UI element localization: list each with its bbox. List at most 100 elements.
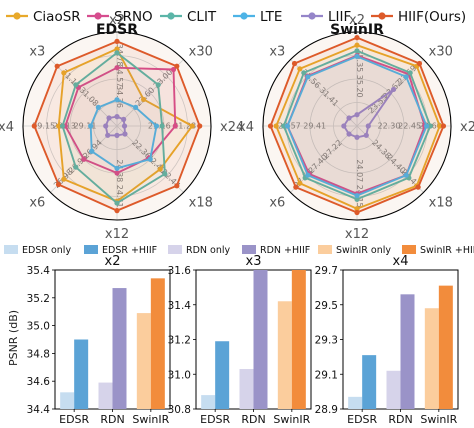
radar-point bbox=[133, 104, 139, 110]
bar-chart-title: x4 bbox=[393, 254, 409, 269]
radar-tick-label: 35.20 bbox=[355, 75, 364, 98]
radar-point bbox=[114, 38, 120, 45]
bar-only bbox=[239, 369, 254, 409]
radar-point bbox=[293, 184, 299, 190]
legend-label: CiaoSR bbox=[33, 9, 81, 25]
radar-point bbox=[61, 176, 67, 182]
radar-point bbox=[174, 183, 180, 189]
legend-top: CiaoSR SRNO CLIT LTE LIIF HIIF(Ours) bbox=[6, 9, 466, 25]
radar-point bbox=[291, 60, 298, 67]
radar-point bbox=[88, 123, 94, 129]
radar-point bbox=[390, 86, 397, 93]
y-tick-label: 31.2 bbox=[168, 335, 191, 347]
y-tick-label: 34.8 bbox=[27, 348, 50, 360]
x-tick-label: SwinIR bbox=[273, 413, 310, 426]
bar-only bbox=[424, 308, 439, 409]
legend-marker bbox=[13, 12, 21, 20]
radar-point bbox=[284, 123, 291, 129]
radar-point bbox=[423, 123, 430, 129]
radar-point bbox=[155, 82, 161, 88]
radar-point bbox=[174, 63, 180, 69]
legend-swatch bbox=[4, 245, 18, 254]
legend-marker bbox=[167, 12, 175, 20]
radar-point bbox=[89, 148, 95, 154]
radar-point bbox=[162, 171, 168, 177]
radar-point bbox=[363, 132, 369, 138]
radar-axis-label: x3 bbox=[29, 44, 45, 59]
bar-only bbox=[386, 370, 401, 409]
radar-point bbox=[114, 200, 120, 206]
radar-axis-label: x2 bbox=[349, 13, 365, 28]
radar-point bbox=[354, 48, 360, 54]
legend-marker bbox=[240, 12, 248, 20]
radar-point bbox=[114, 46, 120, 52]
radar-point bbox=[114, 97, 120, 103]
bar-chart-x2: 34.4 34.6 34.8 35.0 35.2 35.4 EDSR RDN SwinIR x2 bbox=[27, 254, 171, 426]
radar-point bbox=[172, 123, 178, 129]
radar-outline bbox=[22, 31, 212, 221]
bar-hiif bbox=[150, 278, 165, 409]
radar-spoke bbox=[50, 59, 118, 127]
radar-tick-label: 22.30 bbox=[378, 122, 401, 131]
legend-label: EDSR only bbox=[22, 245, 71, 256]
x-tick-label: RDN bbox=[388, 413, 412, 426]
bar-hiif bbox=[74, 339, 89, 409]
legend-label: LTE bbox=[260, 9, 282, 25]
radar-point bbox=[114, 50, 120, 56]
bar-chart-x3: 30.8 31.0 31.2 31.4 31.6 EDSR RDN SwinIR x3 bbox=[168, 254, 312, 426]
radar-point bbox=[346, 115, 352, 121]
radar-point bbox=[341, 123, 347, 129]
x-tick-label: SwinIR bbox=[420, 413, 457, 426]
radar-point bbox=[354, 134, 360, 140]
x-tick-label: SwinIR bbox=[132, 413, 169, 426]
bar-chart-x4: 28.9 29.1 29.3 29.5 29.7 EDSR RDN SwinIR x4 bbox=[315, 254, 459, 426]
x-tick-label: RDN bbox=[100, 413, 124, 426]
radar-point bbox=[273, 123, 279, 129]
radar-point bbox=[61, 70, 67, 76]
x-tick-label: EDSR bbox=[347, 413, 377, 426]
legend-label: EDSR +HIIF bbox=[102, 245, 157, 256]
legend-label: HIIF(Ours) bbox=[398, 9, 466, 25]
radar-point bbox=[189, 123, 195, 129]
legend-label: SwinIR +HIIF bbox=[420, 245, 474, 256]
radar-point bbox=[103, 123, 109, 129]
radar-point bbox=[440, 123, 447, 129]
bar-hiif bbox=[400, 294, 415, 409]
legend-label: SwinIR only bbox=[336, 245, 391, 256]
x-tick-label: EDSR bbox=[200, 413, 230, 426]
bar-hiif bbox=[253, 270, 268, 409]
radar-point bbox=[159, 123, 165, 129]
radar-point bbox=[95, 104, 101, 110]
y-tick-label: 30.8 bbox=[168, 404, 191, 416]
radar-axis-label: x6 bbox=[269, 196, 285, 211]
bar-only bbox=[98, 382, 113, 409]
radar-axis-label: x12 bbox=[345, 227, 369, 242]
radar-point bbox=[121, 123, 128, 129]
y-tick-label: 29.5 bbox=[315, 300, 338, 312]
legend-label: SRNO bbox=[114, 9, 153, 25]
radar-tick-label: 34.57 bbox=[115, 64, 124, 87]
radar-tick-label: 24.41 bbox=[115, 185, 124, 208]
radar-point bbox=[305, 172, 311, 178]
legend-swatch bbox=[84, 245, 98, 254]
radar-tick-label: 21.16 bbox=[148, 122, 171, 131]
radar-point bbox=[354, 42, 360, 48]
radar-point bbox=[267, 123, 274, 129]
legend-marker bbox=[378, 12, 386, 20]
radar-point bbox=[114, 165, 120, 171]
radar-axis-label: x4 bbox=[0, 120, 14, 135]
radar-outline bbox=[262, 31, 452, 221]
legend-label: RDN only bbox=[186, 245, 231, 256]
radar-point bbox=[305, 74, 311, 80]
radar-point bbox=[403, 74, 409, 80]
radar-point bbox=[354, 35, 360, 41]
radar-point bbox=[407, 70, 413, 76]
bar-hiif bbox=[291, 270, 306, 409]
radar-point bbox=[354, 192, 360, 199]
y-tick-label: 29.1 bbox=[315, 369, 338, 381]
legend-label: CLIT bbox=[187, 9, 217, 25]
radar-point bbox=[73, 164, 79, 170]
radar-point bbox=[31, 123, 37, 129]
radar-axis-label: x6 bbox=[29, 196, 45, 211]
bar-chart-title: x2 bbox=[105, 254, 121, 269]
